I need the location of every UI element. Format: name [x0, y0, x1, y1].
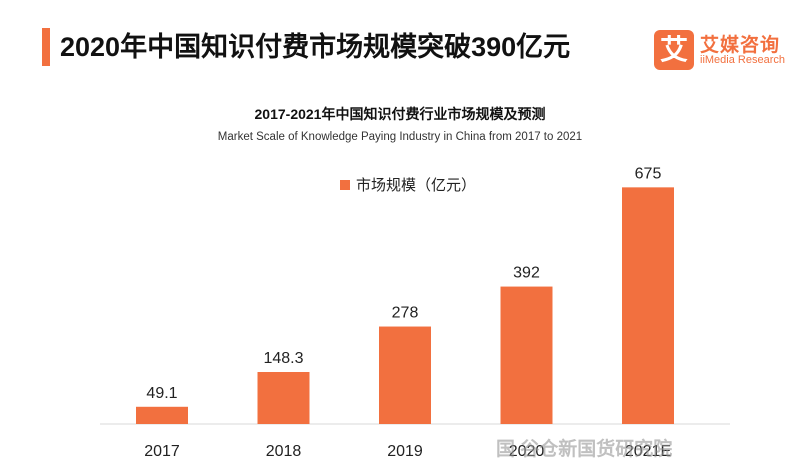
x-tick-label: 2020 — [509, 443, 545, 460]
legend-swatch — [340, 179, 350, 190]
x-tick-label: 2018 — [266, 443, 302, 460]
bar-2020 — [500, 286, 553, 424]
bar-2017 — [136, 406, 188, 424]
data-label-2019: 278 — [392, 305, 419, 322]
data-label-2018: 148.3 — [263, 350, 303, 367]
legend-label: 市场规模（亿元） — [356, 177, 477, 194]
title-accent-bar — [42, 28, 50, 66]
brand-logo: 艾 艾媒咨询 iiMedia Research — [654, 30, 794, 70]
bar-2018 — [257, 372, 310, 424]
data-label-2021E: 675 — [635, 165, 662, 182]
logo-subtitle: iiMedia Research — [700, 54, 785, 66]
logo-mark-icon: 艾 — [654, 30, 694, 70]
data-label-2020: 392 — [513, 265, 540, 282]
data-label-2017: 49.1 — [146, 385, 177, 402]
chart-title: 2017-2021年中国知识付费行业市场规模及预测 — [254, 106, 546, 122]
watermark: 国 谷仓新国货研究院 — [496, 439, 673, 460]
x-tick-label: 2017 — [144, 443, 180, 460]
chart-subtitle: Market Scale of Knowledge Paying Industr… — [217, 131, 583, 143]
page-title: 2020年中国知识付费市场规模突破390亿元 — [60, 32, 571, 62]
x-tick-label: 2019 — [387, 443, 423, 460]
bar-2019 — [379, 326, 431, 424]
logo-name: 艾媒咨询 — [700, 35, 781, 56]
bar-2021E — [622, 187, 674, 424]
x-tick-label: 2021E — [625, 443, 671, 460]
chart-legend: 市场规模（亿元） — [340, 174, 476, 195]
